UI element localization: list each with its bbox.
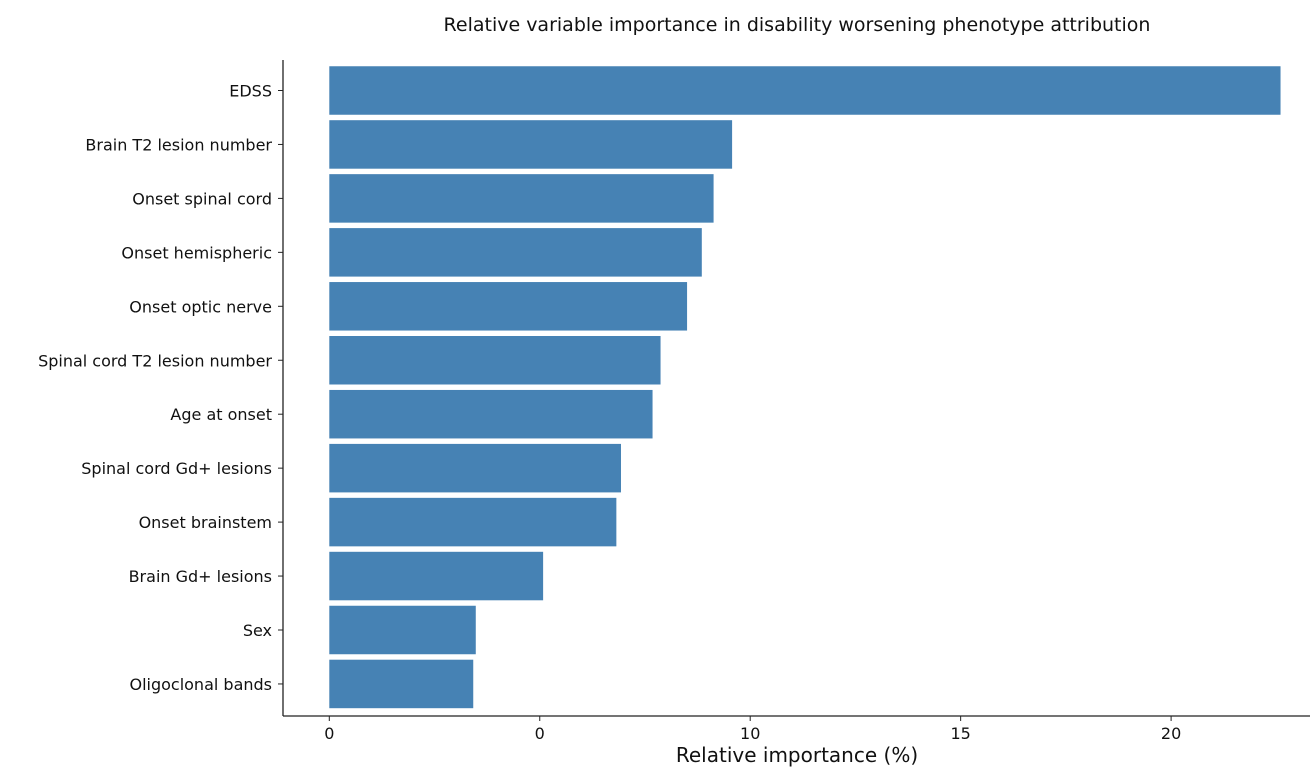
- category-label: Age at onset: [170, 405, 272, 424]
- bar-oligoclonal-bands: [329, 659, 474, 709]
- x-tick-label: 0: [324, 724, 334, 743]
- bar-onset-optic-nerve: [329, 282, 688, 331]
- category-label: Onset optic nerve: [129, 297, 272, 316]
- bar-brain-t2-lesion-number: [329, 120, 733, 169]
- bar-sex: [329, 605, 476, 655]
- category-label: Sex: [243, 621, 272, 640]
- chart-title: Relative variable importance in disabili…: [444, 14, 1151, 36]
- category-label: Spinal cord Gd+ lesions: [81, 459, 272, 478]
- x-axis-label: Relative importance (%): [676, 743, 918, 767]
- category-label: Brain Gd+ lesions: [129, 567, 272, 586]
- bar-spinal-cord-t2-lesion-number: [329, 336, 661, 385]
- category-label: Onset spinal cord: [132, 189, 272, 208]
- x-tick-label: 20: [1161, 724, 1181, 743]
- x-tick-label: 0: [535, 724, 545, 743]
- x-tick-label: 10: [740, 724, 760, 743]
- bar-onset-hemispheric: [329, 228, 702, 277]
- x-tick-label: 15: [950, 724, 970, 743]
- bars-group: [329, 66, 1281, 709]
- category-label: EDSS: [229, 82, 272, 101]
- bar-spinal-cord-gd-lesions: [329, 443, 621, 493]
- category-label: Spinal cord T2 lesion number: [38, 351, 272, 370]
- x-axis: 0 0 10 15 20: [283, 715, 1310, 743]
- bar-brain-gd-lesions: [329, 551, 544, 601]
- bar-age-at-onset: [329, 389, 653, 439]
- category-labels-group: EDSS Brain T2 lesion number Onset spinal c…: [38, 82, 283, 694]
- category-label: Onset brainstem: [139, 513, 272, 532]
- bar-onset-brainstem: [329, 497, 617, 547]
- category-label: Onset hemispheric: [121, 243, 272, 262]
- bar-edss: [329, 66, 1281, 115]
- category-label: Oligoclonal bands: [129, 675, 272, 694]
- category-label: Brain T2 lesion number: [85, 135, 272, 154]
- bar-onset-spinal-cord: [329, 174, 714, 223]
